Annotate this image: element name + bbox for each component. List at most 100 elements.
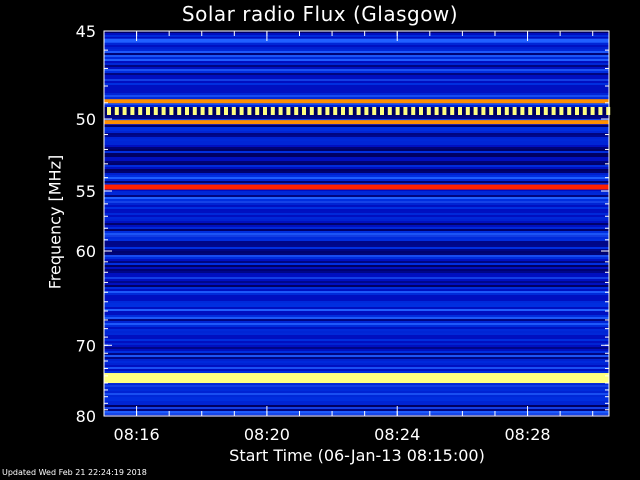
- pulse-mark: [286, 107, 291, 115]
- background-row: [104, 263, 609, 265]
- background-row: [104, 399, 609, 401]
- background-row: [104, 269, 609, 271]
- background-row: [104, 161, 609, 163]
- background-row: [104, 349, 609, 351]
- pulse-mark: [208, 107, 213, 115]
- pulse-mark: [419, 107, 423, 115]
- pulse-mark: [458, 107, 462, 115]
- background-row: [104, 341, 609, 343]
- background-row: [104, 173, 609, 175]
- background-row: [104, 141, 609, 143]
- pulse-mark: [442, 107, 447, 115]
- pulse-mark: [177, 107, 182, 115]
- background-row: [104, 365, 609, 367]
- background-row: [104, 59, 609, 61]
- pulse-mark: [372, 107, 377, 115]
- background-row: [104, 333, 609, 335]
- background-row: [104, 407, 609, 409]
- background-row: [104, 311, 609, 313]
- y-tick-label: 80: [76, 407, 96, 426]
- frequency-band: [104, 38, 609, 43]
- background-row: [104, 163, 609, 165]
- background-row: [104, 339, 609, 341]
- background-row: [104, 125, 609, 127]
- background-row: [104, 61, 609, 63]
- chart-title: Solar radio Flux (Glasgow): [181, 2, 459, 26]
- pulse-mark: [161, 107, 166, 115]
- pulse-mark: [200, 107, 205, 115]
- background-row: [104, 347, 609, 349]
- background-row: [104, 151, 609, 153]
- background-row: [104, 179, 609, 181]
- pulse-mark: [528, 107, 533, 115]
- pulse-mark: [107, 107, 111, 115]
- background-row: [104, 119, 609, 121]
- background-row: [104, 331, 609, 333]
- background-row: [104, 243, 609, 245]
- pulse-mark: [582, 107, 587, 115]
- background-row: [104, 385, 609, 387]
- frequency-band: [104, 120, 609, 125]
- pulse-mark: [146, 107, 150, 115]
- background-row: [104, 67, 609, 69]
- background-row: [104, 83, 609, 85]
- background-row: [104, 73, 609, 75]
- pulse-mark: [153, 107, 158, 115]
- background-row: [104, 55, 609, 57]
- background-row: [104, 279, 609, 281]
- background-row: [104, 245, 609, 247]
- background-row: [104, 135, 609, 137]
- pulse-mark: [169, 107, 174, 115]
- pulse-mark: [575, 107, 579, 115]
- background-row: [104, 85, 609, 87]
- pulse-mark: [403, 107, 408, 115]
- background-row: [104, 411, 609, 413]
- pulse-mark: [263, 107, 267, 115]
- background-row: [104, 191, 609, 193]
- background-row: [104, 57, 609, 59]
- pulse-mark: [497, 107, 501, 115]
- updated-timestamp: Updated Wed Feb 21 22:24:19 2018: [2, 468, 147, 477]
- pulse-mark: [309, 107, 314, 115]
- y-tick-label: 60: [76, 242, 96, 261]
- frequency-band: [104, 99, 609, 104]
- background-row: [104, 395, 609, 397]
- background-row: [104, 327, 609, 329]
- background-row: [104, 169, 609, 171]
- pulse-mark: [481, 107, 486, 115]
- background-row: [104, 283, 609, 285]
- pulse-mark: [317, 107, 322, 115]
- background-row: [104, 203, 609, 205]
- pulse-mark: [255, 107, 260, 115]
- background-row: [104, 367, 609, 369]
- background-row: [104, 201, 609, 203]
- background-row: [104, 293, 609, 295]
- pulse-mark: [185, 107, 189, 115]
- pulse-mark: [559, 107, 564, 115]
- background-row: [104, 369, 609, 371]
- background-row: [104, 37, 609, 39]
- background-row: [104, 49, 609, 51]
- background-row: [104, 95, 609, 97]
- background-row: [104, 267, 609, 269]
- background-row: [104, 199, 609, 201]
- background-row: [104, 63, 609, 65]
- background-row: [104, 229, 609, 231]
- pulse-mark: [598, 107, 603, 115]
- background-row: [104, 181, 609, 183]
- background-row: [104, 353, 609, 355]
- background-row: [104, 71, 609, 73]
- background-row: [104, 197, 609, 199]
- background-row: [104, 249, 609, 251]
- background-row: [104, 281, 609, 283]
- background-row: [104, 235, 609, 237]
- pulse-mark: [551, 107, 556, 115]
- background-row: [104, 275, 609, 277]
- pulse-mark: [543, 107, 548, 115]
- pulse-mark: [216, 107, 221, 115]
- pulse-mark: [231, 107, 236, 115]
- background-row: [104, 219, 609, 221]
- background-row: [104, 239, 609, 241]
- background-row: [104, 265, 609, 267]
- background-row: [104, 53, 609, 55]
